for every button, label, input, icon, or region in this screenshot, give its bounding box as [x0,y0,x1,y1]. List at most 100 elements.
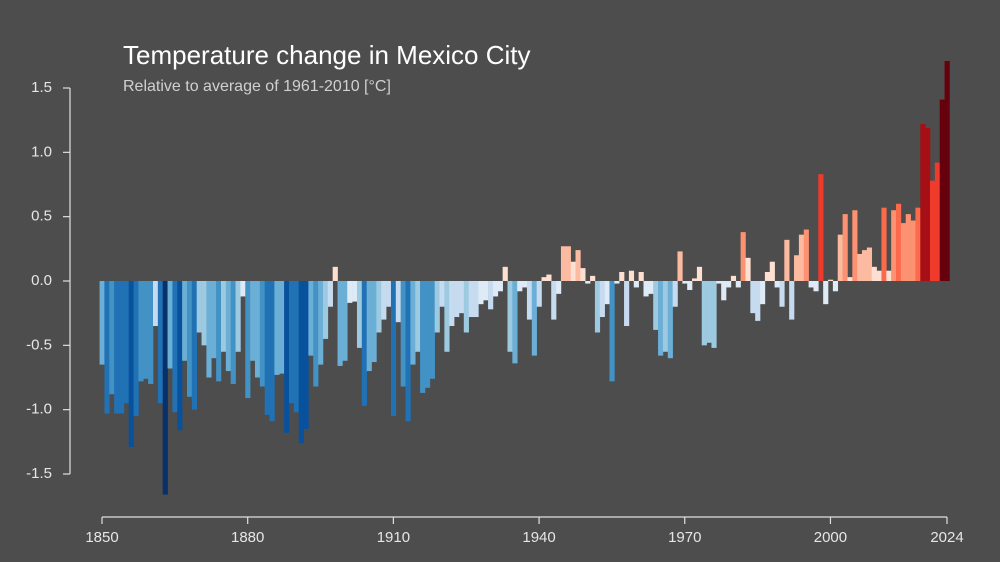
bar [798,234,805,281]
bar [517,281,523,292]
bar [784,239,790,281]
bar [794,255,800,281]
bar [910,220,916,281]
bar [789,281,795,320]
bar [828,279,834,281]
bar [930,180,936,281]
bar [847,277,853,281]
y-tick-label: 0.5 [31,208,52,225]
bar [619,271,625,281]
bar [502,266,508,281]
bar [148,281,154,384]
bar [925,127,931,282]
bar [114,281,120,414]
bar [915,207,921,281]
bar [580,268,586,281]
bar [808,281,814,288]
bar [322,281,329,339]
bar [109,281,115,395]
bar [871,266,877,281]
x-tick-label: 1850 [85,529,118,546]
bar [896,203,902,281]
bar [594,281,601,333]
bar [288,281,295,404]
bar [512,281,518,364]
bar [284,281,290,433]
bar [604,281,610,305]
bar [337,281,343,366]
bar [886,270,892,281]
bar [866,247,873,281]
bar [585,281,591,284]
bar [764,271,771,281]
x-tick-label: 2000 [814,529,847,546]
bar [944,60,950,282]
bar [230,281,236,384]
chart-subtitle: Relative to average of 1961-2010 [°C] [123,78,391,95]
bar [463,281,469,333]
bar [444,281,450,352]
bar [624,281,630,327]
bar [891,210,897,281]
bar [526,281,533,320]
bar [570,261,576,281]
bar [313,281,319,387]
bar [196,281,202,333]
x-tick-label: 2024 [930,529,963,546]
bar [264,281,270,415]
bar [536,281,542,307]
bar [201,281,207,346]
bar [483,281,489,301]
bar [842,214,848,281]
bar [531,281,537,356]
bar [293,281,299,413]
bar [745,257,751,281]
bar [769,261,775,281]
bar [458,281,465,314]
bar [274,281,280,375]
bar [216,281,222,382]
bar [507,281,513,352]
bar [677,251,683,281]
y-tick-label: -1.0 [26,401,52,418]
bar [240,281,246,297]
bar [371,281,377,363]
bar [429,281,435,379]
bar [551,281,557,320]
bar [837,234,843,281]
bar [254,281,261,378]
bar [726,281,732,288]
bar [167,281,173,369]
bar [172,281,178,413]
bar [410,281,416,365]
bar [332,266,338,281]
bar [541,277,547,281]
bar [740,232,746,281]
bar [900,223,907,281]
bar [405,281,411,422]
bar [696,266,703,281]
bar [439,281,445,307]
bar [556,281,562,294]
bar [381,281,387,320]
bar [706,281,712,343]
bar [488,281,494,310]
bar [449,281,455,327]
bar [386,281,392,307]
bar [279,281,285,374]
bar [813,281,819,292]
bar [497,281,503,292]
bar [643,281,649,297]
bar [327,281,333,307]
bar [735,281,741,288]
bar [721,281,727,301]
bar [716,281,722,284]
bar [128,281,134,447]
bar [682,281,688,284]
bar [934,162,941,281]
y-tick-label: 1.0 [31,143,52,160]
bar [832,281,839,292]
bar [609,281,615,382]
